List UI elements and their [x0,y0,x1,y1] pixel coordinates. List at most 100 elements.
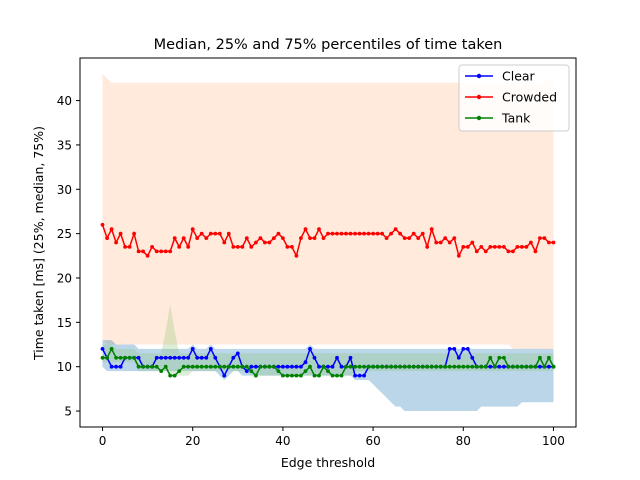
x-tick-label: 80 [456,434,471,448]
tank-point [488,355,493,360]
crowded-point [551,240,556,245]
tank-point [177,369,182,373]
tank-point [258,364,263,369]
crowded-point [204,236,209,241]
tank-point [226,364,231,369]
crowded-point [294,253,299,258]
tank-point [312,373,317,378]
tank-point [452,364,457,369]
tank-point [389,364,393,369]
crowded-point [308,236,312,241]
clear-point [312,355,317,360]
tank-point [429,364,434,369]
y-tick-label: 10 [57,360,72,374]
tank-point [267,364,272,369]
crowded-point [470,240,475,245]
crowded-point [190,227,195,232]
tank-point [263,364,267,369]
crowded-point [321,236,326,241]
clear-point [222,373,227,378]
clear-point [335,355,339,360]
crowded-point [398,231,402,236]
tank-point [502,355,506,360]
clear-point [348,355,353,360]
clear-point [100,347,105,351]
crowded-point [118,231,123,236]
clear-point [136,355,141,360]
clear-point [326,364,330,369]
tank-point [362,364,366,369]
x-tick-label: 40 [275,434,290,448]
crowded-point [465,245,470,249]
crowded-point [285,245,290,249]
clear-point [299,364,303,369]
crowded-point [447,240,452,245]
crowded-point [497,245,502,249]
crowded-point [132,231,137,236]
tank-point [483,364,488,369]
tank-point [538,355,542,360]
tank-point [285,373,290,378]
clear-point [538,364,542,369]
tank-point [254,373,258,378]
tank-point [276,369,281,373]
tank-point [344,364,348,369]
clear-point [281,364,285,369]
clear-point [488,364,493,369]
clear-point [154,355,159,360]
tank-point [127,355,132,360]
legend-marker [476,115,482,121]
clear-point [172,355,177,360]
tank-point [235,364,240,369]
clear-point [177,355,182,360]
crowded-point [244,236,249,241]
clear-point [231,355,236,360]
tank-point [317,373,321,378]
y-tick-label: 40 [57,94,72,108]
tank-point [208,364,213,369]
crowded-point [141,249,146,254]
y-tick-label: 5 [64,405,72,419]
tank-point [456,364,461,369]
x-tick-label: 100 [542,434,565,448]
crowded-point [339,231,344,236]
crowded-point [163,249,168,254]
clear-point [547,364,551,369]
crowded-point [511,249,515,254]
tank-point [371,364,375,369]
tank-point [420,364,425,369]
crowded-point [411,231,416,236]
crowded-point [263,240,267,245]
crowded-point [434,240,439,245]
clear-point [186,355,191,360]
crowded-point [362,231,366,236]
crowded-point [488,245,493,249]
crowded-point [456,253,461,258]
crowded-point [524,245,529,249]
crowded-point [168,249,173,254]
legend-label: Crowded [502,90,557,105]
tank-point [506,364,511,369]
crowded-point [353,231,357,236]
clear-point [362,373,366,378]
clear-point [114,364,118,369]
tank-point [411,364,416,369]
crowded-point [520,245,524,249]
crowded-point [357,231,362,236]
crowded-point [136,249,141,254]
legend-item-crowded: Crowded [465,90,557,105]
tank-point [145,364,150,369]
crowded-point [538,236,542,241]
clear-point [308,347,312,351]
tank-point [204,364,209,369]
crowded-point [100,222,105,227]
tank-point [109,347,114,351]
tank-point [181,364,186,369]
crowded-point [344,231,348,236]
tank-point [339,373,344,378]
tank-point [438,364,443,369]
clear-point [199,355,204,360]
tank-point [308,364,312,369]
tank-point [492,364,497,369]
crowded-point [181,236,186,241]
